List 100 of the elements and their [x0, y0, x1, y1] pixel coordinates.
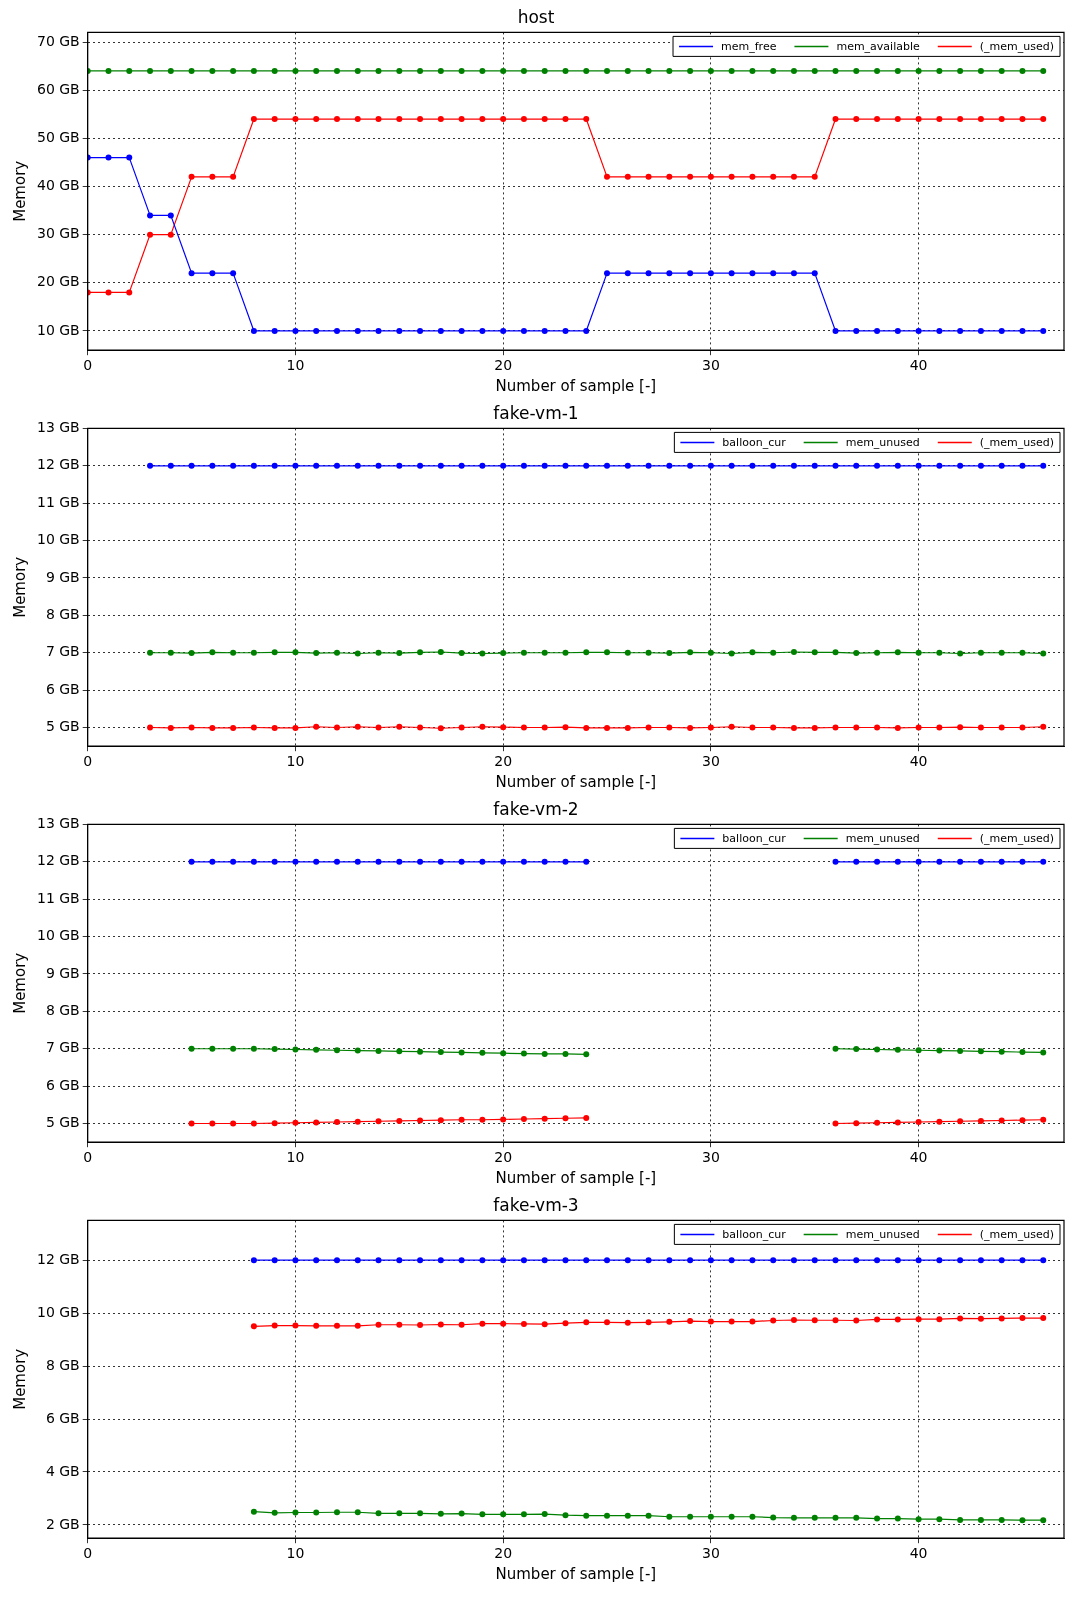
- point: [645, 270, 652, 277]
- point: [707, 1318, 714, 1325]
- x-tick-label: 0: [83, 1545, 93, 1562]
- point: [250, 1508, 257, 1515]
- point: [832, 116, 839, 123]
- point: [271, 67, 278, 74]
- point: [811, 649, 818, 656]
- point: [624, 724, 631, 731]
- point: [333, 1119, 340, 1126]
- point: [167, 462, 174, 469]
- point: [500, 1257, 507, 1264]
- point: [458, 1257, 465, 1264]
- y-tick-label: 4 GB: [45, 1462, 80, 1479]
- point: [333, 67, 340, 74]
- point: [874, 1046, 881, 1053]
- point: [1019, 724, 1026, 731]
- y-tick-label: 6 GB: [45, 680, 80, 697]
- point: [313, 327, 320, 334]
- point: [396, 67, 403, 74]
- point: [1040, 327, 1047, 334]
- y-tick-label: 6 GB: [45, 1076, 80, 1093]
- point: [853, 1120, 860, 1127]
- point: [437, 648, 444, 655]
- point: [354, 723, 361, 730]
- x-tick-label: 40: [909, 1149, 928, 1166]
- point: [188, 270, 195, 277]
- point: [479, 1049, 486, 1056]
- point: [853, 1317, 860, 1324]
- point: [250, 1120, 257, 1127]
- point: [666, 67, 673, 74]
- point: [915, 1257, 922, 1264]
- point: [749, 649, 756, 656]
- point: [728, 1318, 735, 1325]
- point: [354, 1257, 361, 1264]
- point: [998, 327, 1005, 334]
- point: [541, 1115, 548, 1122]
- point: [936, 1047, 943, 1054]
- point: [583, 327, 590, 334]
- legend-label: balloon_cur: [722, 832, 787, 846]
- point: [1019, 1315, 1026, 1322]
- point: [624, 1319, 631, 1326]
- y-tick-label: 10 GB: [37, 531, 80, 548]
- point: [230, 649, 237, 656]
- point: [500, 650, 507, 657]
- point: [583, 462, 590, 469]
- point: [583, 1512, 590, 1519]
- point: [604, 1512, 611, 1519]
- point: [1019, 67, 1026, 74]
- point: [936, 1316, 943, 1323]
- point: [541, 1321, 548, 1328]
- point: [354, 67, 361, 74]
- point: [998, 649, 1005, 656]
- point: [167, 649, 174, 656]
- point: [541, 116, 548, 123]
- point: [749, 462, 756, 469]
- point: [936, 1118, 943, 1125]
- point: [874, 858, 881, 865]
- point: [1019, 1117, 1026, 1124]
- point: [1019, 649, 1026, 656]
- point: [666, 462, 673, 469]
- point: [645, 462, 652, 469]
- point: [977, 462, 984, 469]
- point: [624, 67, 631, 74]
- point: [437, 1117, 444, 1124]
- point: [520, 67, 527, 74]
- point: [832, 1514, 839, 1521]
- point: [147, 231, 154, 238]
- y-tick-label: 7 GB: [45, 643, 80, 660]
- y-tick-label: 30 GB: [37, 225, 80, 242]
- point: [396, 650, 403, 657]
- point: [936, 1257, 943, 1264]
- point: [354, 462, 361, 469]
- point: [250, 858, 257, 865]
- point: [292, 116, 299, 123]
- point: [333, 1257, 340, 1264]
- point: [500, 327, 507, 334]
- point: [853, 858, 860, 865]
- point: [604, 1319, 611, 1326]
- point: [811, 1514, 818, 1521]
- point: [562, 1512, 569, 1519]
- point: [167, 67, 174, 74]
- point: [479, 1320, 486, 1327]
- point: [977, 724, 984, 731]
- point: [479, 858, 486, 865]
- point: [437, 1049, 444, 1056]
- y-tick-label: 12 GB: [37, 852, 80, 869]
- point: [957, 1047, 964, 1054]
- point: [645, 173, 652, 180]
- point: [749, 67, 756, 74]
- point: [645, 724, 652, 731]
- point: [147, 67, 154, 74]
- point: [583, 1257, 590, 1264]
- x-tick-label: 0: [83, 1149, 93, 1166]
- point: [188, 650, 195, 657]
- point: [770, 173, 777, 180]
- point: [811, 67, 818, 74]
- x-tick-label: 40: [909, 753, 928, 770]
- point: [250, 649, 257, 656]
- point: [894, 1257, 901, 1264]
- point: [437, 462, 444, 469]
